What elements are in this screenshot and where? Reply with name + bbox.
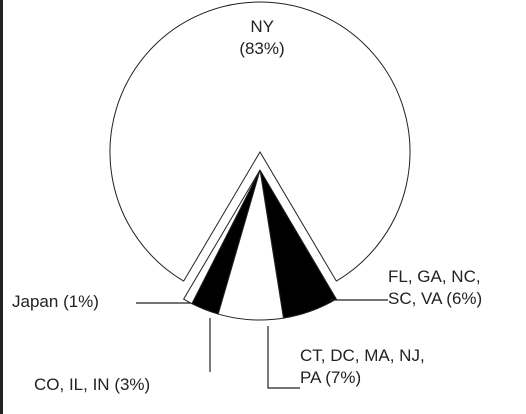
pie-slice bbox=[109, 1, 411, 282]
value-label: (3%) bbox=[114, 375, 151, 394]
left-border bbox=[0, 0, 3, 414]
leader-line bbox=[267, 326, 300, 389]
category-label: CO, IL, IN bbox=[34, 375, 110, 394]
slice-label: FL, GA, NC, SC, VA (6%) bbox=[388, 266, 506, 310]
slice-label: Japan (1%) bbox=[12, 291, 142, 313]
category-label: NY bbox=[250, 17, 274, 36]
category-label: CT, DC, MA, NJ, PA bbox=[300, 346, 425, 387]
leader-lines bbox=[136, 299, 388, 389]
value-label: (7%) bbox=[325, 368, 362, 387]
slice-label: CT, DC, MA, NJ, PA (7%) bbox=[300, 345, 425, 389]
value-label: (1%) bbox=[63, 292, 99, 311]
category-label: Japan bbox=[12, 292, 59, 311]
slice-label: CO, IL, IN (3%) bbox=[34, 374, 194, 396]
value-label: (6%) bbox=[446, 289, 483, 308]
slice-label: NY (83%) bbox=[232, 16, 292, 60]
value-label: (83%) bbox=[239, 39, 285, 58]
pie-slice bbox=[182, 169, 261, 305]
category-label: FL, GA, NC, SC, VA bbox=[388, 267, 481, 308]
